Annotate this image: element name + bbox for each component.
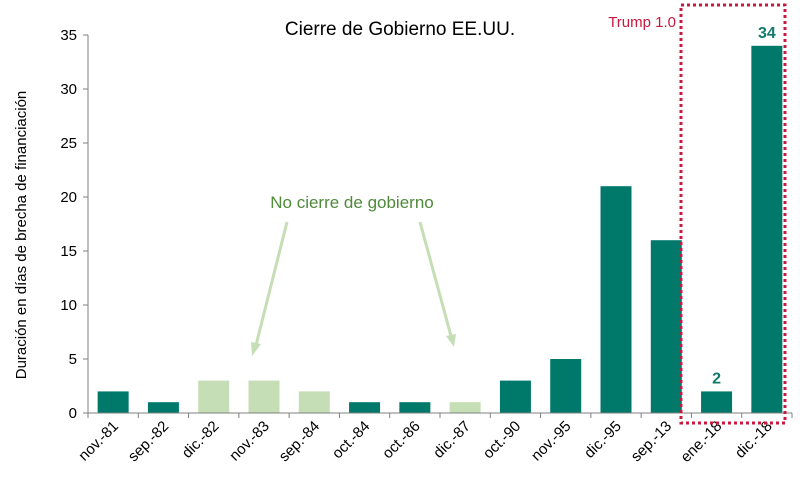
x-tick-label: oct.-84: [329, 418, 373, 462]
x-tick-label: sep.-82: [125, 418, 172, 465]
trump-highlight-box: [679, 3, 787, 425]
bars: [97, 45, 783, 414]
x-tick-label: oct.-90: [480, 418, 524, 462]
y-tick-label: 35: [60, 27, 77, 44]
annotations: No cierre de gobierno Trump 1.0: [251, 3, 787, 425]
y-axis-label: Duración en días de brecha de financiaci…: [13, 91, 30, 380]
x-tick-label: dic.-87: [430, 418, 474, 462]
bar-dic.-95: [600, 186, 632, 413]
y-tick-label: 20: [60, 189, 77, 206]
chart-title: Cierre de Gobierno EE.UU.: [285, 19, 515, 40]
data-label: 2: [712, 370, 721, 387]
y-tick-label: 10: [60, 297, 77, 314]
bar-nov.-95: [550, 359, 582, 413]
x-axis: nov.-81 sep.-82 dic.-82 nov.-83 sep.-84 oct.-…: [75, 412, 793, 466]
bar-oct.-90: [499, 380, 531, 413]
no-shutdown-annotation: No cierre de gobierno: [270, 193, 433, 212]
bar-sep.-84: [298, 391, 330, 413]
bar-dic.-87: [449, 402, 481, 413]
y-tick-label: 25: [60, 135, 77, 152]
y-axis: 0 5 10 15 20 25 30 35: [60, 27, 89, 422]
x-tick-label: oct.-86: [379, 418, 423, 462]
x-tick-label: nov.-81: [75, 418, 122, 465]
annotation-arrow-left: [254, 221, 289, 346]
x-tick-label: dic.-95: [581, 418, 625, 462]
y-tick-label: 15: [60, 243, 77, 260]
data-labels: 2 34: [712, 25, 776, 388]
x-tick-label: sep.-13: [628, 418, 675, 465]
bar-oct.-84: [349, 402, 381, 413]
annotation-arrowhead-left: [251, 342, 261, 356]
data-label: 34: [758, 25, 776, 42]
trump-annotation: Trump 1.0: [608, 14, 676, 31]
bar-dic.-82: [198, 380, 230, 413]
bar-sep.-13: [650, 240, 682, 413]
bar-ene.-18: [701, 391, 733, 413]
bar-nov.-83: [248, 380, 280, 413]
x-tick-label: sep.-84: [276, 418, 323, 465]
x-tick-label: nov.-83: [226, 418, 273, 465]
x-tick-label: nov.-95: [528, 418, 575, 465]
y-tick-label: 0: [69, 405, 77, 422]
y-tick-label: 5: [69, 351, 77, 368]
x-tick-label: ene.-18: [677, 418, 725, 466]
annotation-arrowhead-right: [446, 334, 456, 347]
bar-nov.-81: [97, 391, 129, 413]
bar-dic.-18: [751, 45, 783, 414]
annotation-arrow-right: [418, 221, 453, 337]
bar-sep.-82: [147, 402, 179, 413]
bar-oct.-86: [399, 402, 431, 413]
x-tick-label: dic.-82: [179, 418, 223, 462]
y-tick-label: 30: [60, 81, 77, 98]
